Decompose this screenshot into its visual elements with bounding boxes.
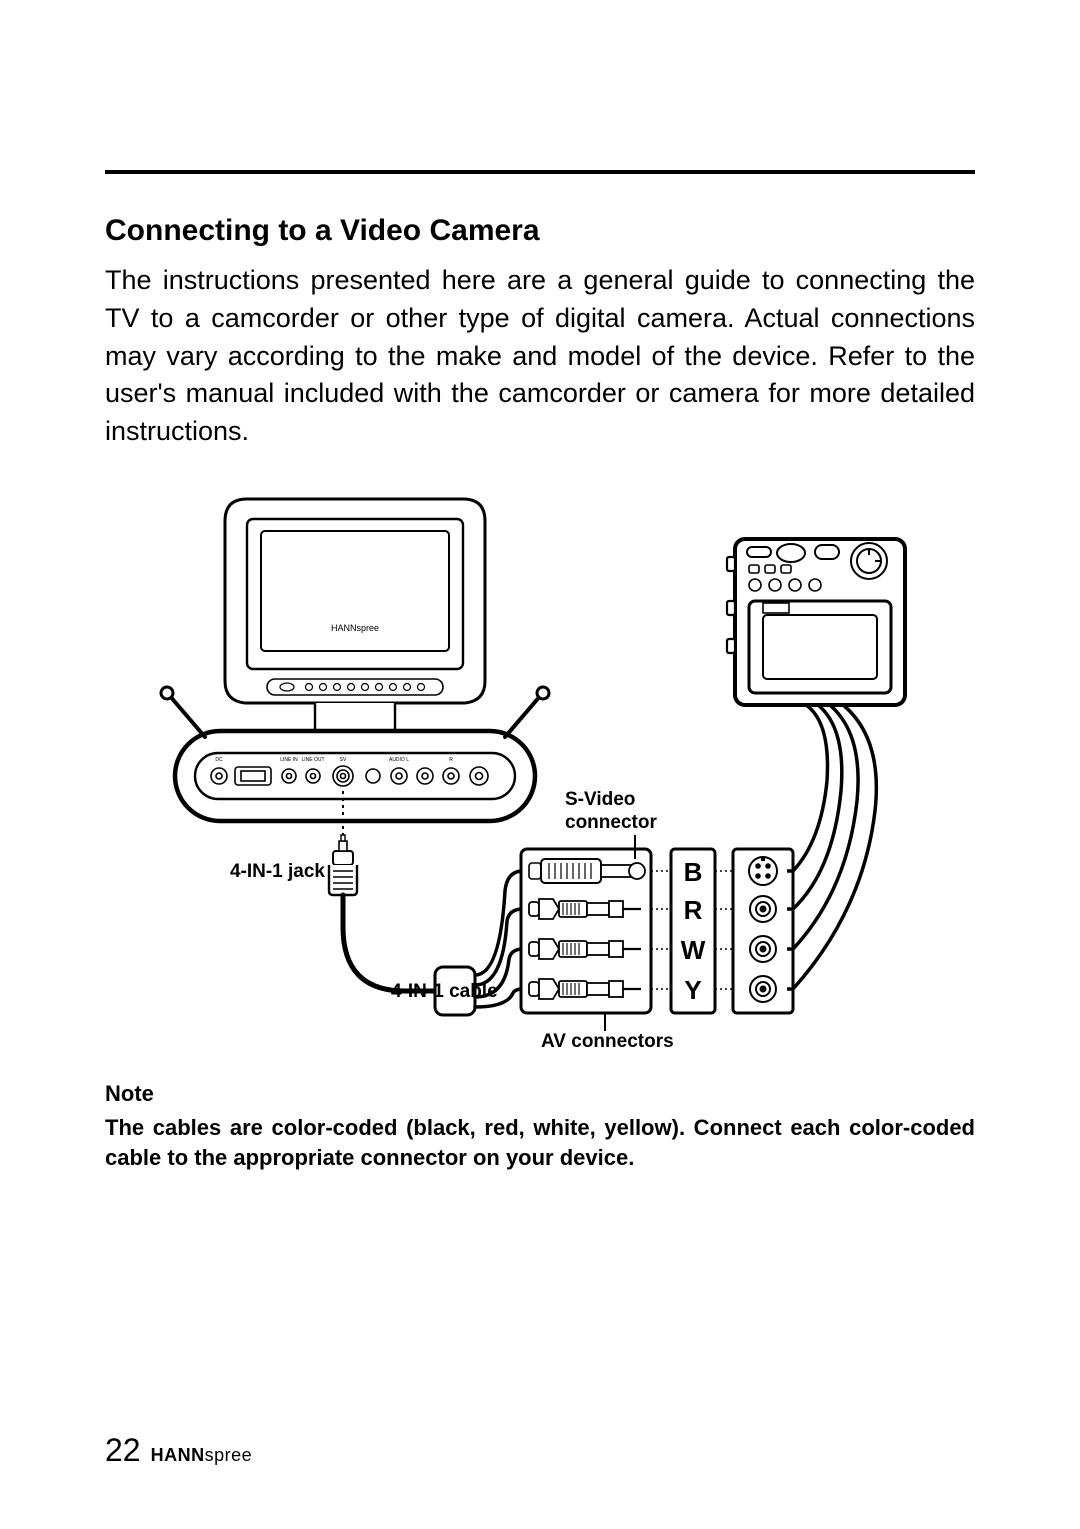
connection-diagram: HANNspree [105, 491, 975, 1061]
section-heading: Connecting to a Video Camera [105, 214, 975, 248]
row-letter-r: R [684, 895, 703, 925]
label-av: AV connectors [541, 1031, 674, 1054]
label-jack: 4-IN-1 jack [205, 861, 325, 884]
svg-text:SV: SV [340, 757, 347, 763]
row-letter-y: Y [684, 975, 701, 1005]
note-text: The cables are color-coded (black, red, … [105, 1113, 975, 1172]
svg-text:LINE IN: LINE IN [280, 757, 298, 763]
footer-brand: HANNspree [151, 1445, 253, 1466]
label-svideo: S-Video connector [565, 789, 657, 835]
note-label: Note [105, 1081, 975, 1107]
label-cable: 4-IN-1 cable [391, 981, 498, 1004]
section-rule [105, 170, 975, 174]
note-block: Note The cables are color-coded (black, … [105, 1081, 975, 1172]
tv-brand: HANNspree [331, 623, 379, 633]
svg-text:R: R [449, 757, 453, 763]
svg-text:AUDIO L: AUDIO L [389, 757, 409, 763]
row-letter-b: B [684, 857, 703, 887]
page-footer: 22 HANNspree [105, 1432, 252, 1469]
svg-text:DC: DC [215, 757, 223, 763]
svg-text:LINE OUT: LINE OUT [301, 757, 324, 763]
page-number: 22 [105, 1432, 141, 1469]
row-letter-w: W [681, 935, 706, 965]
section-body: The instructions presented here are a ge… [105, 262, 975, 451]
